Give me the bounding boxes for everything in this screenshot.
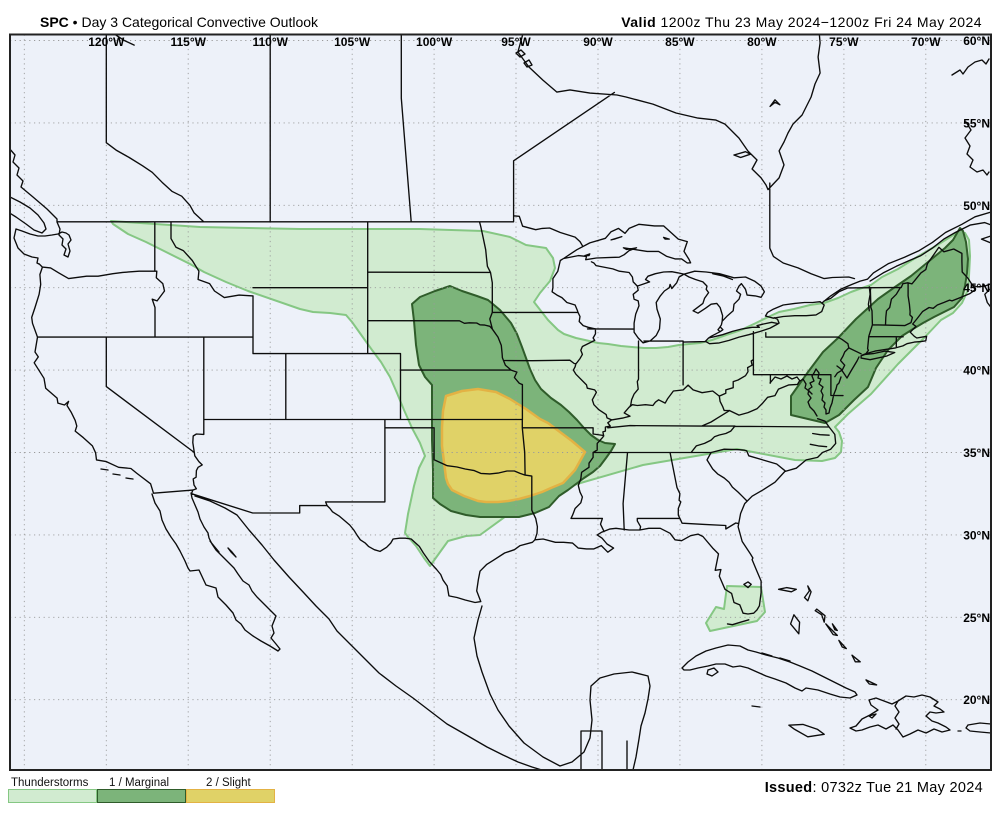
svg-text:20°N: 20°N bbox=[963, 693, 990, 707]
svg-text:80°W: 80°W bbox=[747, 35, 777, 49]
svg-text:40°N: 40°N bbox=[963, 364, 990, 378]
svg-text:85°W: 85°W bbox=[665, 35, 695, 49]
svg-text:70°W: 70°W bbox=[911, 35, 941, 49]
svg-text:95°W: 95°W bbox=[501, 35, 531, 49]
svg-text:115°W: 115°W bbox=[170, 35, 206, 49]
svg-text:35°N: 35°N bbox=[963, 446, 990, 460]
svg-text:120°W: 120°W bbox=[88, 35, 125, 49]
svg-text:45°N: 45°N bbox=[963, 281, 990, 295]
svg-text:100°W: 100°W bbox=[416, 35, 453, 49]
svg-text:30°N: 30°N bbox=[963, 528, 990, 542]
svg-text:50°N: 50°N bbox=[963, 199, 990, 213]
svg-text:110°W: 110°W bbox=[252, 35, 288, 49]
svg-text:90°W: 90°W bbox=[583, 35, 613, 49]
svg-text:55°N: 55°N bbox=[963, 116, 990, 130]
svg-text:25°N: 25°N bbox=[963, 611, 990, 625]
svg-text:60°N: 60°N bbox=[963, 34, 990, 48]
svg-text:105°W: 105°W bbox=[334, 35, 371, 49]
svg-text:75°W: 75°W bbox=[829, 35, 859, 49]
